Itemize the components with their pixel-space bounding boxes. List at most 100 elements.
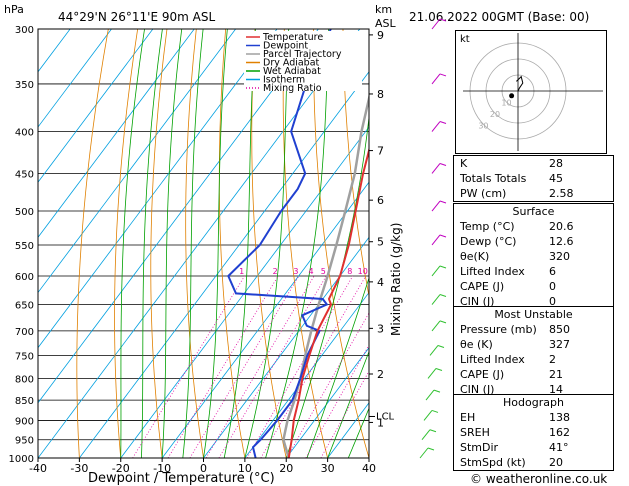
dry-adiabat-line (218, 29, 246, 458)
wet-adiabat-line (244, 29, 290, 458)
mixing-ratio-line (132, 275, 245, 458)
surface-table: Surface Temp (°C) 20.6 Dewp (°C) 12.6 θe(K) 3… (453, 203, 614, 310)
wind-barb (431, 294, 441, 305)
mixing-ratio-line (205, 275, 315, 458)
surface-value: 0 (549, 295, 556, 308)
mixing-ratio-line (167, 275, 279, 458)
hodograph-table-title: Hodograph (503, 396, 564, 409)
pressure-tick-label: 1000 (9, 454, 34, 465)
wet-adiabat-line (182, 29, 204, 458)
dry-adiabat-line (185, 29, 204, 458)
asl-label: ASL (375, 17, 397, 30)
mixing-ratio-label: 1 (239, 267, 244, 276)
temperature-tick-label: -40 (29, 462, 47, 475)
km-tick-label: 9 (377, 29, 384, 42)
most-unstable-label: CIN (J) (460, 383, 495, 396)
isotherm-line (161, 181, 369, 458)
indices-row: PW (cm) 2.58 (454, 186, 613, 201)
mixing-ratio-label: 4 (309, 267, 314, 276)
isotherm-line (120, 126, 369, 458)
hodograph-stat-label: SREH (460, 426, 490, 439)
mixing-ratio-label: 2 (273, 267, 278, 276)
surface-row: θe(K) 320 (454, 249, 613, 264)
wind-barb-flag (439, 234, 447, 238)
pressure-tick-label: 900 (15, 416, 34, 427)
km-tick-label: 4 (377, 276, 384, 289)
hodograph-table: Hodograph EH 138 SREH 162 StmDir 41° StmSpd (k… (453, 394, 614, 471)
indices-label: K (460, 157, 468, 170)
isotherm-line (203, 236, 369, 458)
wind-barb (429, 345, 439, 356)
wind-barb-flag (439, 18, 447, 22)
hodograph-stat-row: StmDir 41° (454, 440, 613, 455)
dewpoint-line (227, 29, 332, 458)
pressure-tick-label: 400 (15, 128, 34, 139)
temperature-tick-label: 10 (238, 462, 252, 475)
wind-barb (421, 429, 431, 441)
isotherm-line (285, 347, 369, 458)
dry-adiabat-line (372, 29, 451, 458)
most-unstable-label: Lifted Index (460, 353, 525, 366)
pressure-tick-label: 650 (15, 301, 34, 312)
km-tick-label: 2 (377, 368, 384, 381)
mixing-ratio-line (320, 370, 369, 458)
wind-barb (431, 320, 441, 332)
km-tick-label: 5 (377, 236, 384, 249)
pressure-tick-label: 300 (15, 25, 34, 36)
wind-barb-flag (439, 121, 447, 124)
wind-barb (427, 368, 437, 379)
wind-barb-flag (437, 345, 445, 348)
dry-adiabat-line (342, 29, 369, 298)
km-label: km (375, 3, 392, 16)
wet-adiabat-line (265, 29, 330, 458)
most-unstable-row: Lifted Index 2 (454, 352, 613, 367)
surface-value: 12.6 (549, 235, 574, 248)
dry-adiabat-line (76, 29, 109, 458)
km-tick-label: 3 (377, 322, 384, 335)
wind-barb-flag (439, 294, 447, 297)
mixing-ratio-line (260, 275, 367, 458)
surface-row: CAPE (J) 0 (454, 279, 613, 294)
hodograph-stat-label: EH (460, 411, 476, 424)
surface-title: Surface (512, 205, 555, 218)
mixing-ratio-label: 3 (293, 267, 298, 276)
wind-barb-flag (439, 320, 447, 324)
temperature-tick-label: 0 (200, 462, 207, 475)
wind-barb (419, 447, 429, 459)
hodograph-stat-label: StmSpd (kt) (460, 456, 526, 469)
y-axis-label: Mixing Ratio (g/kg) (389, 223, 403, 336)
hodograph-stat-value: 138 (549, 411, 570, 424)
dry-adiabat-line (282, 29, 329, 458)
pressure-tick-label: 600 (15, 272, 34, 283)
mixing-ratio-line (218, 275, 327, 458)
km-tick-label: 6 (377, 194, 384, 207)
wind-barb-flag (431, 409, 439, 413)
most-unstable-label: θe (K) (460, 338, 493, 351)
isotherm-line (38, 29, 361, 458)
wind-barb (431, 18, 441, 30)
most-unstable-value: 2 (549, 353, 556, 366)
temperature-tick-label: -30 (70, 462, 88, 475)
surface-value: 320 (549, 250, 570, 263)
wet-adiabat-line (120, 29, 145, 458)
isotherm-line (79, 71, 369, 458)
wind-barb (431, 234, 441, 246)
pressure-tick-label: 700 (15, 327, 34, 338)
km-tick-label: 8 (377, 88, 384, 101)
hodograph-ring-label: 30 (478, 122, 488, 131)
hodograph-trace (516, 75, 524, 92)
most-unstable-row: CAPE (J) 21 (454, 367, 613, 382)
hodograph-unit-label: kt (460, 34, 470, 45)
wind-barb-flag (439, 163, 447, 166)
parcel-trajectory-line (282, 92, 369, 458)
mixing-ratio-line (189, 275, 300, 458)
temperature-tick-label: -10 (153, 462, 171, 475)
temperature-tick-label: 30 (321, 462, 335, 475)
mixing-ratio-label: 5 (321, 267, 326, 276)
pressure-tick-label: 750 (15, 351, 34, 362)
indices-value: 28 (549, 157, 563, 170)
indices-row: Totals Totals 45 (454, 171, 613, 186)
pressure-tick-label: 550 (15, 241, 34, 252)
hodograph-stat-value: 162 (549, 426, 570, 439)
